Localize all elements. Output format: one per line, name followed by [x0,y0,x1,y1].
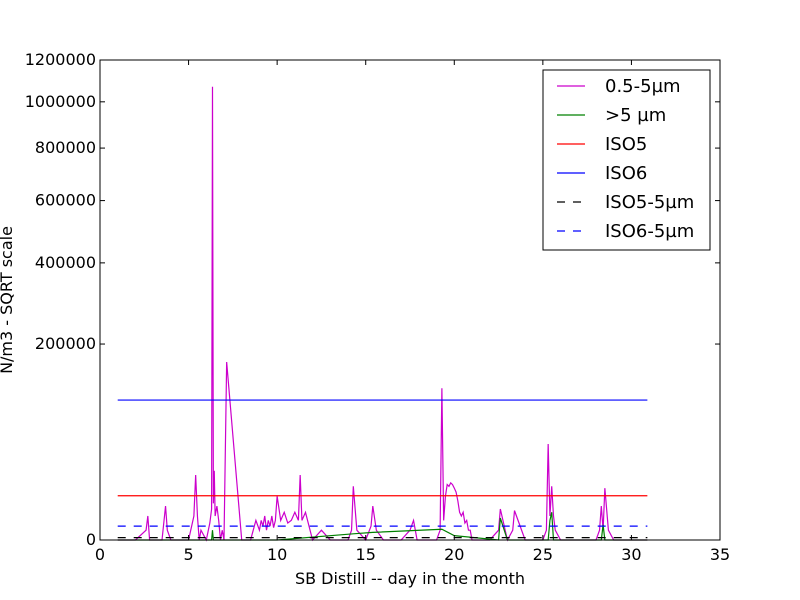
x-tick-label: 20 [444,545,464,564]
y-tick-label: 1200000 [25,50,96,69]
y-tick-label: 200000 [35,334,96,353]
y-axis-label: N/m3 - SQRT scale [0,226,16,374]
x-tick-label: 25 [533,545,553,564]
legend-label: ISO5-5µm [605,192,694,213]
legend: 0.5-5µm >5 µm ISO5 ISO6 ISO5-5µm ISO6-5µm [542,69,711,251]
x-axis: 0 5 10 15 20 25 30 35 [95,60,730,564]
y-tick-label: 1000000 [25,92,96,111]
legend-label: ISO6 [605,163,647,184]
y-tick-label: 400000 [35,253,96,272]
x-tick-label: 15 [356,545,376,564]
x-tick-label: 5 [183,545,193,564]
x-tick-label: 0 [95,545,105,564]
y-tick-label: 0 [86,530,96,549]
x-tick-label: 10 [267,545,287,564]
y-tick-label: 800000 [35,138,96,157]
legend-label: ISO5 [605,134,647,155]
y-tick-label: 600000 [35,191,96,210]
x-tick-label: 30 [621,545,641,564]
plot-frame [99,59,721,541]
legend-label: ISO6-5µm [605,221,694,242]
y-axis: 0 200000 400000 600000 800000 1000000 1200000 [25,50,720,549]
legend-box [542,69,711,251]
legend-label: >5 µm [605,105,666,126]
legend-label: 0.5-5µm [605,76,681,97]
x-axis-label: SB Distill -- day in the month [295,569,525,588]
x-tick-label: 35 [710,545,730,564]
